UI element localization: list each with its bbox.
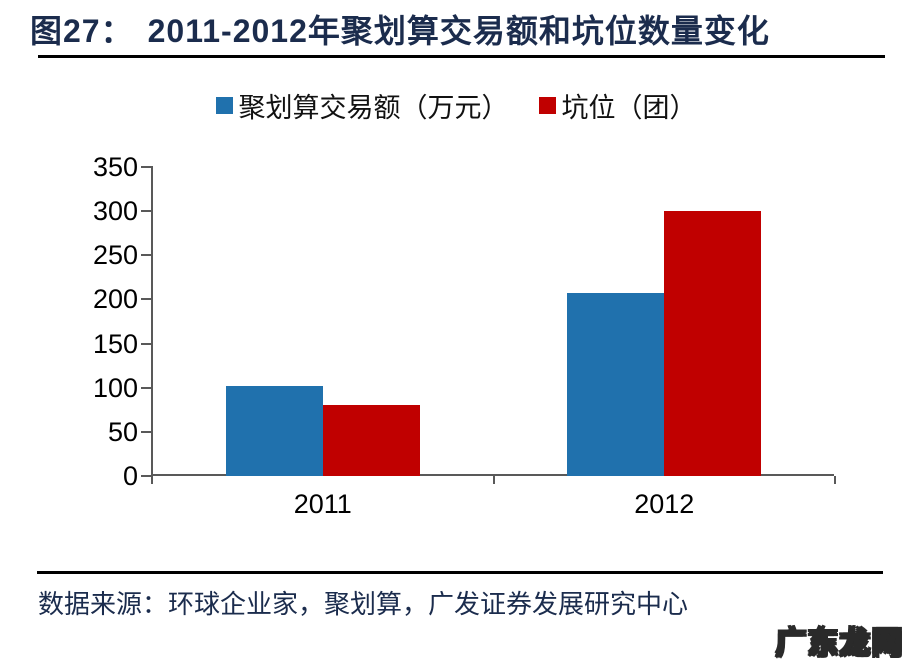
figure-title: 图27： 2011-2012年聚划算交易额和坑位数量变化 [30,6,890,52]
y-axis-tick [141,166,152,168]
footer-divider [37,571,883,574]
bar-2012-red [664,211,762,476]
y-axis-tick [141,254,152,257]
legend-label-transactions: 聚划算交易额（万元） [238,93,509,123]
y-axis-tick [141,298,152,301]
y-axis-label: 100 [92,372,138,403]
x-axis-label: 2012 [634,489,695,519]
y-axis-label: 350 [92,152,138,182]
bar-2011-blue [225,385,323,476]
y-axis-tick [141,342,152,345]
legend-swatch-blue [215,97,233,114]
watermark: 广东龙网 [775,626,904,661]
y-axis-label: 50 [107,416,138,447]
source-note: 数据来源：环球企业家，聚划算，广发证券发展研究中心 [38,590,689,619]
x-axis-tick [492,476,495,484]
legend-item-transactions: 聚划算交易额（万元） [215,86,509,125]
legend-swatch-red [538,97,556,114]
y-axis-label: 300 [92,196,138,227]
bar-2011-red [322,405,420,476]
y-axis-tick [141,475,152,477]
title-divider [38,55,885,58]
y-axis-tick [141,430,152,433]
figure-title-text: 2011-2012年聚划算交易额和坑位数量变化 [147,13,770,49]
y-axis-label: 0 [122,461,138,491]
y-axis-tick [141,386,152,389]
x-axis-label: 2011 [293,489,352,519]
x-axis-tick [834,476,836,484]
figure-number: 图27： [30,13,134,49]
y-axis-tick [141,210,152,213]
x-axis-tick [151,476,153,484]
plot-area [151,166,834,476]
bar-2012-blue [567,293,665,476]
y-axis-label: 250 [92,240,138,271]
chart-legend: 聚划算交易额（万元） 坑位（团） [0,86,912,125]
legend-label-slots: 坑位（团） [561,93,697,123]
y-axis-label: 150 [92,328,138,359]
legend-item-slots: 坑位（团） [538,86,697,125]
y-axis-label: 200 [92,284,138,315]
